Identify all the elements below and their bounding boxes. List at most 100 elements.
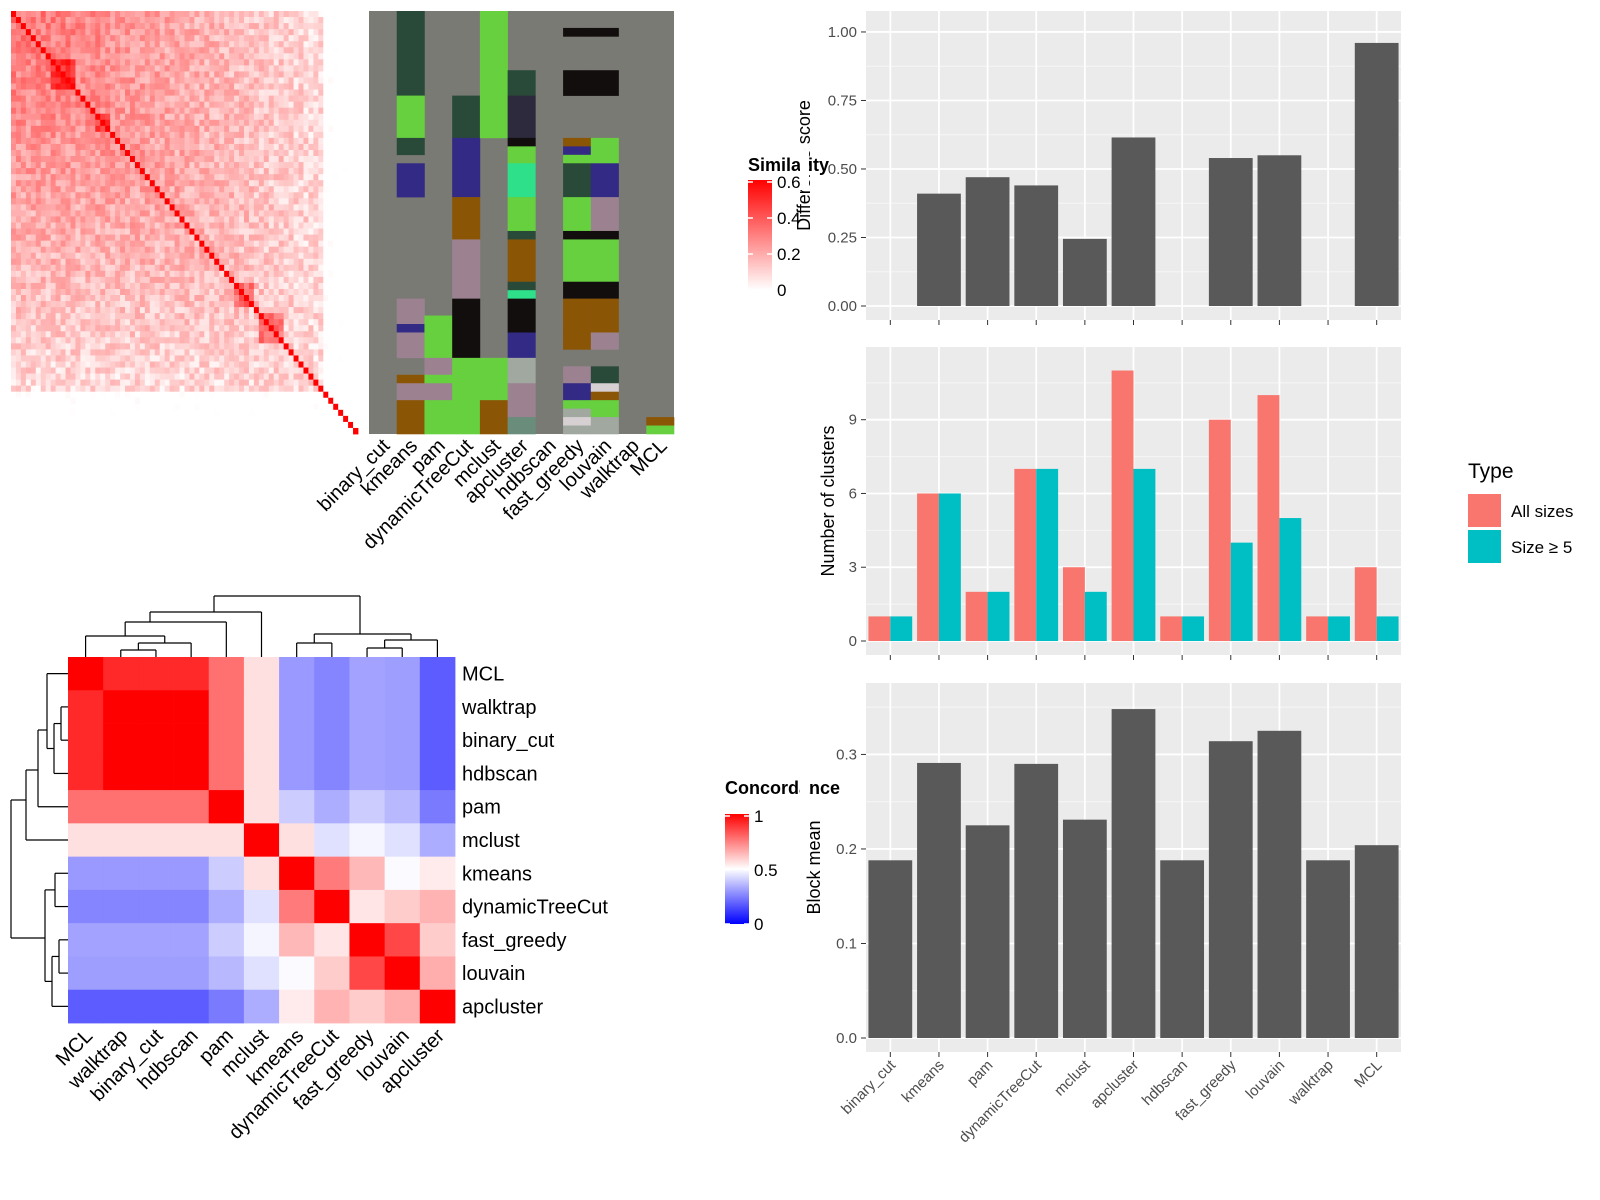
concordance-cell <box>103 790 139 824</box>
x-tick-label: pam <box>964 1057 997 1090</box>
concordance-cell <box>208 889 245 924</box>
concordance-cell <box>103 690 139 724</box>
concordance-cell <box>208 823 245 858</box>
bar-block-mean <box>917 762 961 1038</box>
concordance-cell <box>279 690 315 724</box>
concordance-heatmap <box>68 657 456 1024</box>
concordance-cell <box>279 856 315 891</box>
y-tick-label: 0.50 <box>828 161 857 178</box>
concordance-cell <box>243 856 280 891</box>
concordance-cell <box>279 823 315 858</box>
y-tick-label: 3 <box>849 559 857 576</box>
bar-all-sizes <box>1354 567 1377 641</box>
concordance-row-label: pam <box>462 797 501 819</box>
legend-tick-label: 0 <box>777 281 786 300</box>
concordance-cell <box>208 690 245 724</box>
bar-size-ge-5 <box>1133 468 1156 641</box>
concordance-cell <box>173 723 210 758</box>
concordance-cell <box>349 889 386 924</box>
concordance-cell <box>103 956 139 991</box>
y-tick-label: 6 <box>849 485 857 502</box>
bar-all-sizes <box>965 591 988 641</box>
concordance-cell <box>138 790 174 824</box>
x-tick-label: kmeans <box>899 1057 948 1106</box>
concordance-cell <box>173 690 210 724</box>
concordance-cell <box>103 923 139 957</box>
concordance-cell <box>349 923 386 957</box>
concordance-cell <box>349 690 386 724</box>
concordance-cell <box>243 756 280 791</box>
concordance-cell <box>384 756 421 791</box>
bar-size-ge-5 <box>890 616 913 641</box>
concordance-cell <box>279 956 315 991</box>
concordance-cell <box>419 923 456 957</box>
concordance-cell <box>138 856 174 891</box>
concordance-cell <box>384 856 421 891</box>
concordance-cell <box>314 790 350 824</box>
concordance-cell <box>349 790 386 824</box>
bar-size-ge-5 <box>1084 591 1107 641</box>
concordance-cell <box>314 823 350 858</box>
concordance-cell <box>173 657 210 691</box>
y-tick-label: 0.00 <box>828 298 857 315</box>
x-tick-label: dynamicTreeCut <box>956 1056 1046 1146</box>
number-of-clusters-panel: 0 3 6 9 Number of clusters <box>818 347 1401 660</box>
y-tick-label: 1.00 <box>828 24 857 41</box>
concordance-cell <box>279 790 315 824</box>
bar-all-sizes <box>1111 370 1134 641</box>
y-tick-label: 9 <box>849 412 857 429</box>
annotation-column-labels: binary_cutkmeanspamdynamicTreeCutmclusta… <box>314 435 672 554</box>
concordance-cell <box>68 889 104 924</box>
concordance-row-label: walktrap <box>461 697 536 719</box>
bar-size-ge-5 <box>938 493 961 641</box>
concordance-cell <box>138 956 174 991</box>
concordance-column-labels: MCLwalktrapbinary_cuthdbscanpammclustkme… <box>52 1025 449 1144</box>
concordance-dendrograms <box>10 595 439 1007</box>
concordance-cell <box>243 923 280 957</box>
concordance-cell <box>243 956 280 991</box>
bar-difference-score <box>1062 238 1107 306</box>
bar-size-ge-5 <box>987 591 1010 641</box>
bar-block-mean <box>1111 709 1156 1038</box>
bar-size-ge-5 <box>1376 616 1399 641</box>
concordance-cell <box>314 756 350 791</box>
concordance-cell <box>138 823 174 858</box>
concordance-cell <box>68 823 104 858</box>
bar-difference-score <box>1111 137 1156 306</box>
bar-size-ge-5 <box>1182 616 1205 641</box>
concordance-cell <box>68 657 104 691</box>
bar-block-mean <box>1062 819 1107 1038</box>
concordance-cell <box>138 690 174 724</box>
concordance-cell <box>243 989 280 1024</box>
concordance-cell <box>103 889 139 924</box>
concordance-cell <box>314 956 350 991</box>
bar-size-ge-5 <box>1230 542 1253 641</box>
concordance-cell <box>419 790 456 824</box>
concordance-cell <box>103 989 139 1024</box>
concordance-cell <box>384 790 421 824</box>
concordance-cell <box>68 956 104 991</box>
concordance-cell <box>208 723 245 758</box>
concordance-cell <box>138 989 174 1024</box>
concordance-cell <box>68 756 104 791</box>
concordance-cell <box>103 756 139 791</box>
concordance-cell <box>103 723 139 758</box>
concordance-cell <box>138 889 174 924</box>
concordance-cell <box>208 856 245 891</box>
concordance-cell <box>208 657 245 691</box>
concordance-cell <box>68 690 104 724</box>
concordance-cell <box>419 823 456 858</box>
concordance-cell <box>384 889 421 924</box>
bar-all-sizes <box>917 493 939 641</box>
concordance-cell <box>279 657 315 691</box>
bar-all-sizes <box>1014 468 1037 641</box>
bar-size-ge-5 <box>1036 468 1059 641</box>
concordance-cell <box>208 790 245 824</box>
bar-size-ge-5 <box>1328 616 1350 641</box>
concordance-cell <box>138 657 174 691</box>
concordance-cell <box>208 956 245 991</box>
legend-label-all-sizes: All sizes <box>1511 502 1573 521</box>
